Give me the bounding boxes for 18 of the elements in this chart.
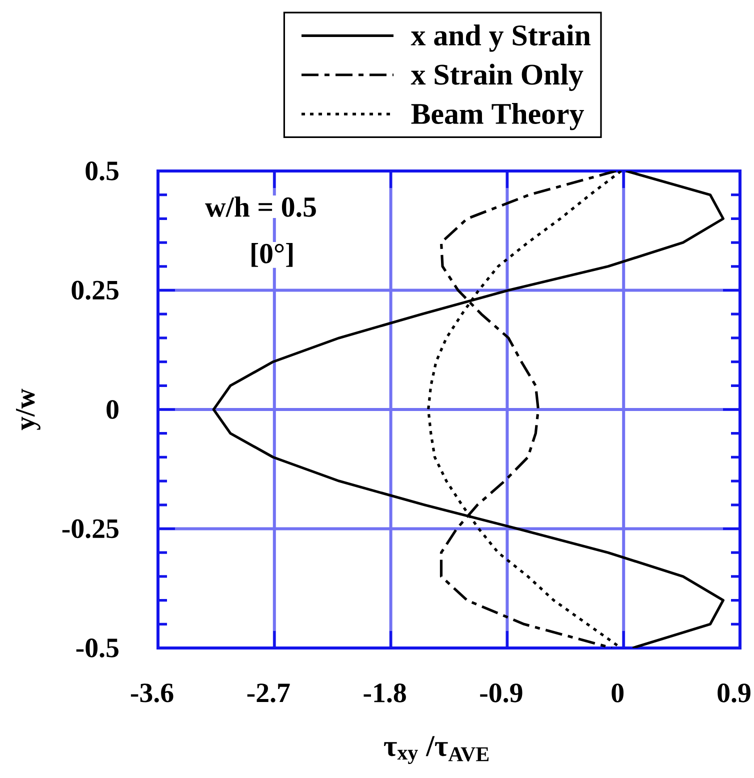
y-tick-label: 0 [106,400,118,419]
annotation: [0°] [252,242,293,267]
x-tick-label: -2.7 [247,684,290,702]
y-tick-label: -0.25 [62,519,118,538]
y-tick-label: 0.25 [72,280,118,300]
y-axis-title: y/w [16,388,40,430]
x-tick-label: 0 [612,684,624,702]
legend-label: Beam Theory [411,102,584,130]
x-tick-label: -3.6 [130,684,174,702]
x-tick-label: -0.9 [480,684,522,702]
x-tick-label: 0.9 [718,684,750,702]
legend-label: x and y Strain [410,24,591,52]
annotation: w/h = 0.5 [205,196,316,217]
x-tick-label: -1.8 [364,684,406,702]
y-tick-label: 0.5 [86,162,118,180]
legend-label: x Strain Only [410,64,584,91]
x-axis-title: τ$_{xy}$ /τ$_{AVE}$ [384,736,489,764]
y-tick-label: -0.5 [76,638,118,658]
